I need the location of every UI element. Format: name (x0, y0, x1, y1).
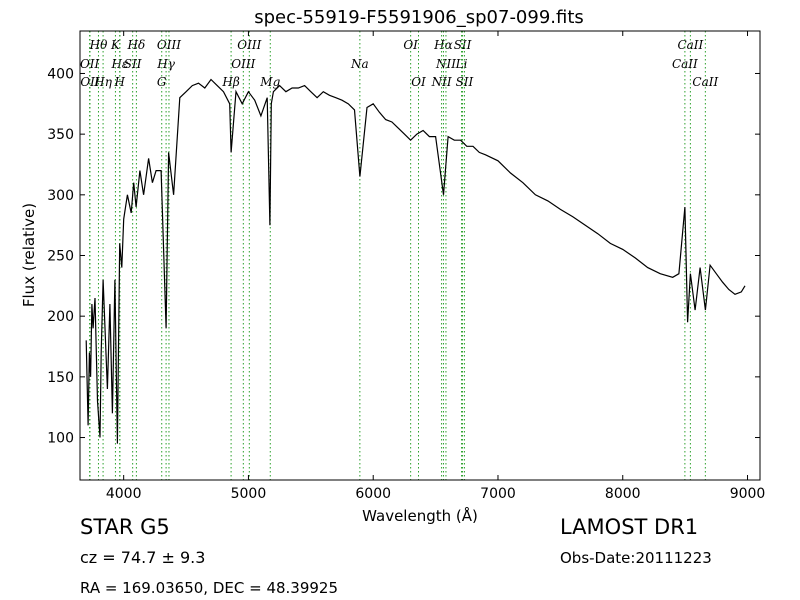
x-ticks: 4000 5000 6000 7000 8000 9000 (106, 31, 765, 502)
line-label-16: Li (455, 57, 468, 71)
line-label-24: OI (411, 75, 426, 89)
line-label-21: G (157, 75, 167, 89)
y-tick-label-0: 100 (47, 431, 74, 447)
y-tick-label-2: 200 (47, 309, 74, 325)
y-tick-label-1: 150 (47, 370, 74, 386)
line-label-26: SII (456, 75, 474, 89)
line-label-23: Mg (259, 75, 280, 89)
spectrum-line (85, 78, 746, 444)
x-tick-label-4: 8000 (605, 486, 641, 502)
line-label-13: OIII (231, 57, 255, 71)
redshift-label: cz = 74.7 ± 9.3 (80, 548, 206, 567)
obs-date-label: Obs-Date:20111223 (560, 549, 712, 567)
plot-frame (79, 30, 761, 481)
line-label-25: NII (431, 75, 452, 89)
line-label-5: OI (403, 38, 418, 52)
classification-label: STAR G5 (80, 515, 170, 539)
line-label-4: OIII (237, 38, 261, 52)
line-label-19: Hη (93, 75, 112, 89)
line-label-8: CaII (677, 38, 703, 52)
line-label-20: H (113, 75, 125, 89)
line-label-27: CaII (692, 75, 718, 89)
line-label-11: SII (124, 57, 142, 71)
x-tick-label-3: 7000 (480, 486, 516, 502)
x-tick-label-0: 4000 (106, 486, 142, 502)
line-label-12: Hγ (156, 57, 175, 71)
x-tick-label-2: 6000 (355, 486, 391, 502)
chart-title: spec-55919-F5591906_sp07-099.fits (254, 7, 584, 28)
x-tick-label-1: 5000 (231, 486, 267, 502)
line-label-14: Na (350, 57, 369, 71)
x-axis-label: Wavelength (Å) (362, 506, 478, 525)
x-tick-label-5: 9000 (730, 486, 766, 502)
y-axis-label: Flux (relative) (20, 203, 38, 307)
y-tick-label-6: 400 (47, 66, 74, 82)
y-tick-label-4: 300 (47, 188, 74, 204)
y-tick-label-3: 250 (47, 249, 74, 265)
survey-label: LAMOST DR1 (560, 515, 699, 539)
y-ticks: 100 150 200 250 300 350 400 (47, 66, 760, 447)
line-label-0: Hθ (89, 38, 108, 52)
line-label-2: Hδ (127, 38, 146, 52)
line-label-15: NII (435, 57, 456, 71)
line-label-3: OIII (157, 38, 181, 52)
line-label-17: CaII (672, 57, 698, 71)
line-label-1: K (110, 38, 121, 52)
coordinates-label: RA = 169.03650, DEC = 48.39925 (80, 579, 339, 597)
line-label-18: OII (80, 75, 100, 89)
line-label-7: SII (454, 38, 472, 52)
line-label-6: Hα (433, 38, 453, 52)
y-tick-label-5: 350 (47, 127, 74, 143)
line-label-22: Hβ (221, 75, 239, 89)
